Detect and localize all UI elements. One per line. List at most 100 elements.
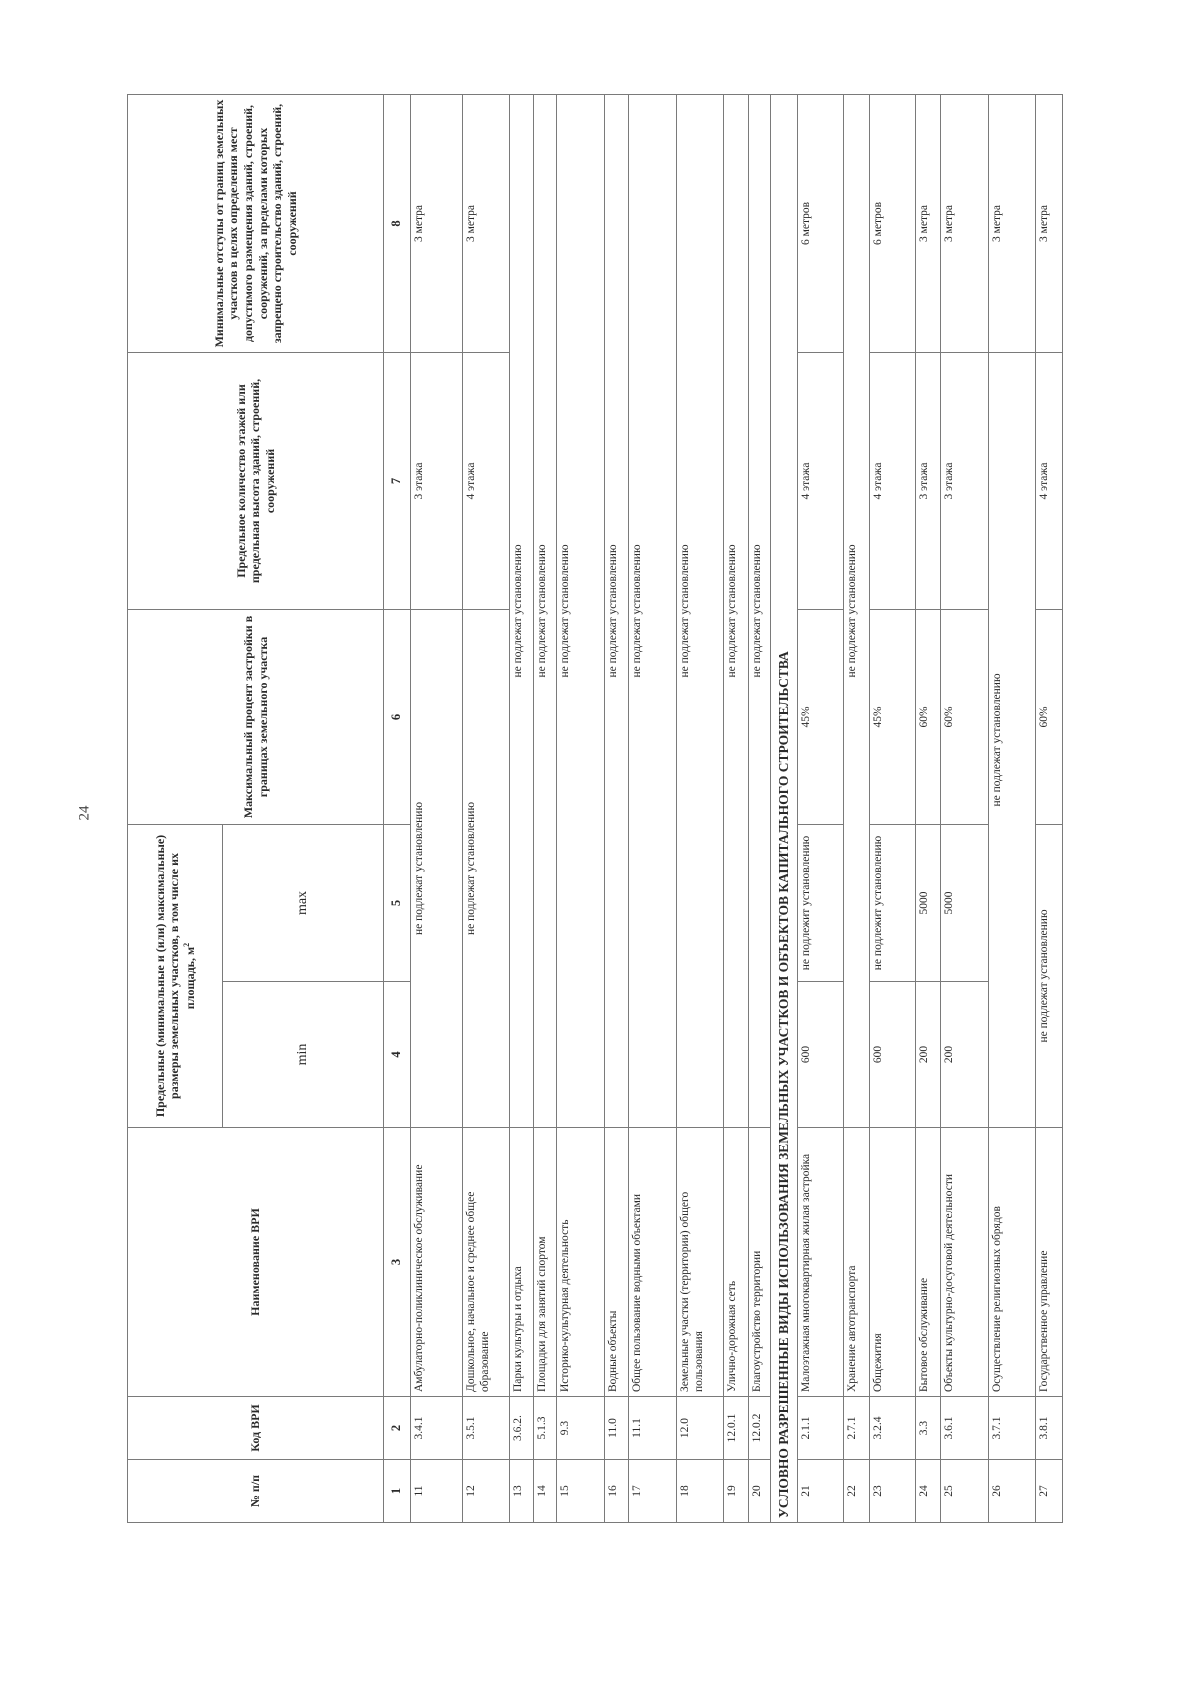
column-number: 4 — [383, 981, 411, 1128]
value-cell: не подлежит установлению — [869, 824, 916, 982]
value-cell: 6 метров — [869, 94, 916, 353]
table-row: 27 3.8.1 Государственное управление не подл… — [1035, 94, 1063, 1523]
vri-code: 3.6.2. — [509, 1396, 534, 1460]
value-cell: не подлежат установлению — [604, 94, 629, 1128]
row-number: 16 — [604, 1459, 629, 1523]
table-row: 26 3.7.1 Осуществление религиозных обрядов… — [988, 94, 1036, 1523]
header-row: № п/п Код ВРИ Наименование ВРИ Предельны… — [127, 94, 384, 1523]
table-row: 13 3.6.2. Парки культуры и отдыха не подлеж… — [509, 94, 534, 1523]
table-row: 25 3.6.1 Объекты культурно-досуговой деяте… — [940, 94, 989, 1523]
table-row: 22 2.7.1 Хранение автотранспорта не подлежа… — [843, 94, 870, 1523]
value-cell: 45% — [869, 609, 916, 825]
row-number: 23 — [869, 1459, 916, 1523]
column-number: 2 — [383, 1396, 411, 1460]
header-max-coverage: Максимальный процент застройки в граница… — [127, 609, 384, 825]
vri-name: Амбулаторно-поликлиническое обслуживание — [410, 1127, 463, 1397]
column-number: 3 — [383, 1127, 411, 1397]
section-header-row: УСЛОВНО РАЗРЕШЕННЫЕ ВИДЫ ИСПОЛЬЗОВАНИЯ З… — [770, 94, 798, 1523]
row-number: 18 — [676, 1459, 724, 1523]
table-row: 17 11.1 Общее пользование водными объектам… — [628, 94, 677, 1523]
vri-name: Улично-дорожная сеть — [723, 1127, 749, 1397]
column-number: 5 — [383, 824, 411, 982]
value-cell: не подлежат установлению — [410, 609, 463, 1128]
value-cell: 3 метра — [462, 94, 510, 353]
vri-name: Благоустройство территории — [748, 1127, 771, 1397]
table-row: 18 12.0 Земельные участки (территории) общ… — [676, 94, 724, 1523]
column-number: 6 — [383, 609, 411, 825]
vri-code: 3.8.1 — [1035, 1396, 1063, 1460]
value-cell: не подлежат установлению — [676, 94, 724, 1128]
vri-name: Водные объекты — [604, 1127, 629, 1397]
value-cell: не подлежат установлению — [723, 94, 749, 1128]
table-row: 23 3.2.4 Общежития 600 не подлежит установле… — [869, 94, 916, 1523]
vri-name: Парки культуры и отдыха — [509, 1127, 534, 1397]
table-row: 12 3.5.1 Дошкольное, начальное и среднее о… — [462, 94, 510, 1523]
value-cell: 60% — [1035, 609, 1063, 825]
vri-name: Историко-культурная деятельность — [556, 1127, 605, 1397]
row-number: 19 — [723, 1459, 749, 1523]
value-cell: 60% — [915, 609, 941, 825]
value-cell: 3 метра — [1035, 94, 1063, 353]
vri-name: Общежития — [869, 1127, 916, 1397]
vri-code: 2.7.1 — [843, 1396, 870, 1460]
value-cell: 60% — [940, 609, 989, 825]
vri-code: 12.0.2 — [748, 1396, 771, 1460]
row-number: 14 — [533, 1459, 557, 1523]
header-max-floors: Предельное количество этажей или предель… — [127, 352, 384, 610]
value-cell: 600 — [869, 981, 916, 1128]
value-cell: не подлежат установлению — [988, 352, 1036, 1128]
vri-name: Дошкольное, начальное и среднее общее об… — [462, 1127, 510, 1397]
value-cell: 3 метра — [988, 94, 1036, 353]
value-cell: 4 этажа — [869, 352, 916, 610]
value-cell: 3 метра — [915, 94, 941, 353]
header-min-setbacks: Минимальные отступы от границ земельных … — [127, 94, 384, 353]
header-code: Код ВРИ — [127, 1396, 384, 1460]
value-cell: не подлежат установлению — [628, 94, 677, 1128]
vri-code: 3.7.1 — [988, 1396, 1036, 1460]
value-cell: 3 метра — [410, 94, 463, 353]
vri-code: 12.0.1 — [723, 1396, 749, 1460]
value-cell: не подлежат установлению — [1035, 824, 1063, 1128]
table-row: 21 2.1.1 Малоэтажная многоквартирная жилая… — [797, 94, 844, 1523]
value-cell: 3 этажа — [940, 352, 989, 610]
vri-code: 11.1 — [628, 1396, 677, 1460]
row-number: 22 — [843, 1459, 870, 1523]
value-cell: 45% — [797, 609, 844, 825]
row-number: 12 — [462, 1459, 510, 1523]
value-cell: 3 этажа — [410, 352, 463, 610]
vri-name: Общее пользование водными объектами — [628, 1127, 677, 1397]
header-name: Наименование ВРИ — [127, 1127, 384, 1397]
vri-name: Земельные участки (территории) общего по… — [676, 1127, 724, 1397]
value-cell: не подлежат установлению — [556, 94, 605, 1128]
vri-code: 3.6.1 — [940, 1396, 989, 1460]
value-cell: 4 этажа — [797, 352, 844, 610]
row-number: 17 — [628, 1459, 677, 1523]
table-row: 16 11.0 Водные объекты не подлежат установл… — [604, 94, 629, 1523]
value-cell: 5000 — [915, 824, 941, 982]
vri-name: Осуществление религиозных обрядов — [988, 1127, 1036, 1397]
row-number: 13 — [509, 1459, 534, 1523]
value-cell: 4 этажа — [1035, 352, 1063, 610]
section-title: УСЛОВНО РАЗРЕШЕННЫЕ ВИДЫ ИСПОЛЬЗОВАНИЯ З… — [770, 94, 798, 1523]
vri-name: Бытовое обслуживание — [915, 1127, 941, 1397]
value-cell: 3 этажа — [915, 352, 941, 610]
column-number: 7 — [383, 352, 411, 610]
value-cell: 5000 — [940, 824, 989, 982]
table-row: 20 12.0.2 Благоустройство территории не под… — [748, 94, 771, 1523]
value-cell: 3 метра — [940, 94, 989, 353]
row-number: 24 — [915, 1459, 941, 1523]
vri-name: Объекты культурно-досуговой деятельности — [940, 1127, 989, 1397]
header-max: max — [222, 824, 384, 982]
vri-code: 2.1.1 — [797, 1396, 844, 1460]
row-number: 11 — [410, 1459, 463, 1523]
zoning-table: № п/п Код ВРИ Наименование ВРИ Предельны… — [127, 94, 1063, 1523]
value-cell: не подлежат установлению — [509, 94, 534, 1128]
header-min: min — [222, 981, 384, 1128]
header-plot-size: Предельные (минимальные и (или) максимал… — [127, 824, 223, 1128]
vri-code: 3.4.1 — [410, 1396, 463, 1460]
zoning-table-rotated: № п/п Код ВРИ Наименование ВРИ Предельны… — [127, 94, 1063, 1523]
row-number: 15 — [556, 1459, 605, 1523]
header-number: № п/п — [127, 1459, 384, 1523]
value-cell: не подлежат установлению — [462, 609, 510, 1128]
